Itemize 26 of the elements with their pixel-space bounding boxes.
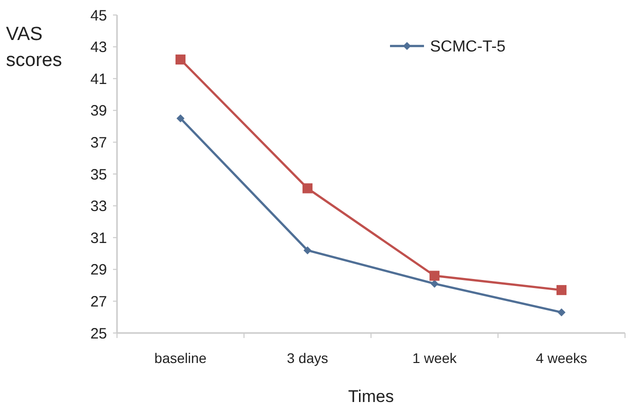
x-tick-label: 4 weeks (536, 350, 588, 366)
y-tick-label: 43 (90, 39, 107, 56)
y-tick-label: 27 (90, 293, 107, 310)
point (176, 114, 184, 122)
y-tick-label: 39 (90, 102, 107, 120)
y-tick-label: 35 (90, 166, 107, 184)
y-tick-label: 25 (90, 325, 107, 342)
point (430, 270, 440, 281)
point (304, 246, 312, 254)
y-axis-title: VAS scores (6, 24, 62, 71)
point (430, 280, 438, 288)
x-tick-label: baseline (154, 350, 207, 366)
point (558, 308, 566, 316)
y-tick-label: 45 (90, 7, 107, 24)
x-tick-label: 1 week (412, 350, 458, 366)
point (556, 285, 566, 296)
point (302, 183, 312, 194)
x-axis-title: Times (348, 387, 394, 406)
legend-label: SCMC-T-5 (430, 38, 506, 56)
y-tick-label: 41 (90, 70, 107, 88)
point (176, 54, 186, 65)
y-tick-label: 29 (90, 262, 107, 279)
x-tick-label: 3 days (286, 350, 328, 366)
y-tick-label: 31 (90, 230, 107, 247)
y-tick-label: 33 (90, 198, 107, 216)
y-tick-label: 37 (90, 134, 107, 152)
